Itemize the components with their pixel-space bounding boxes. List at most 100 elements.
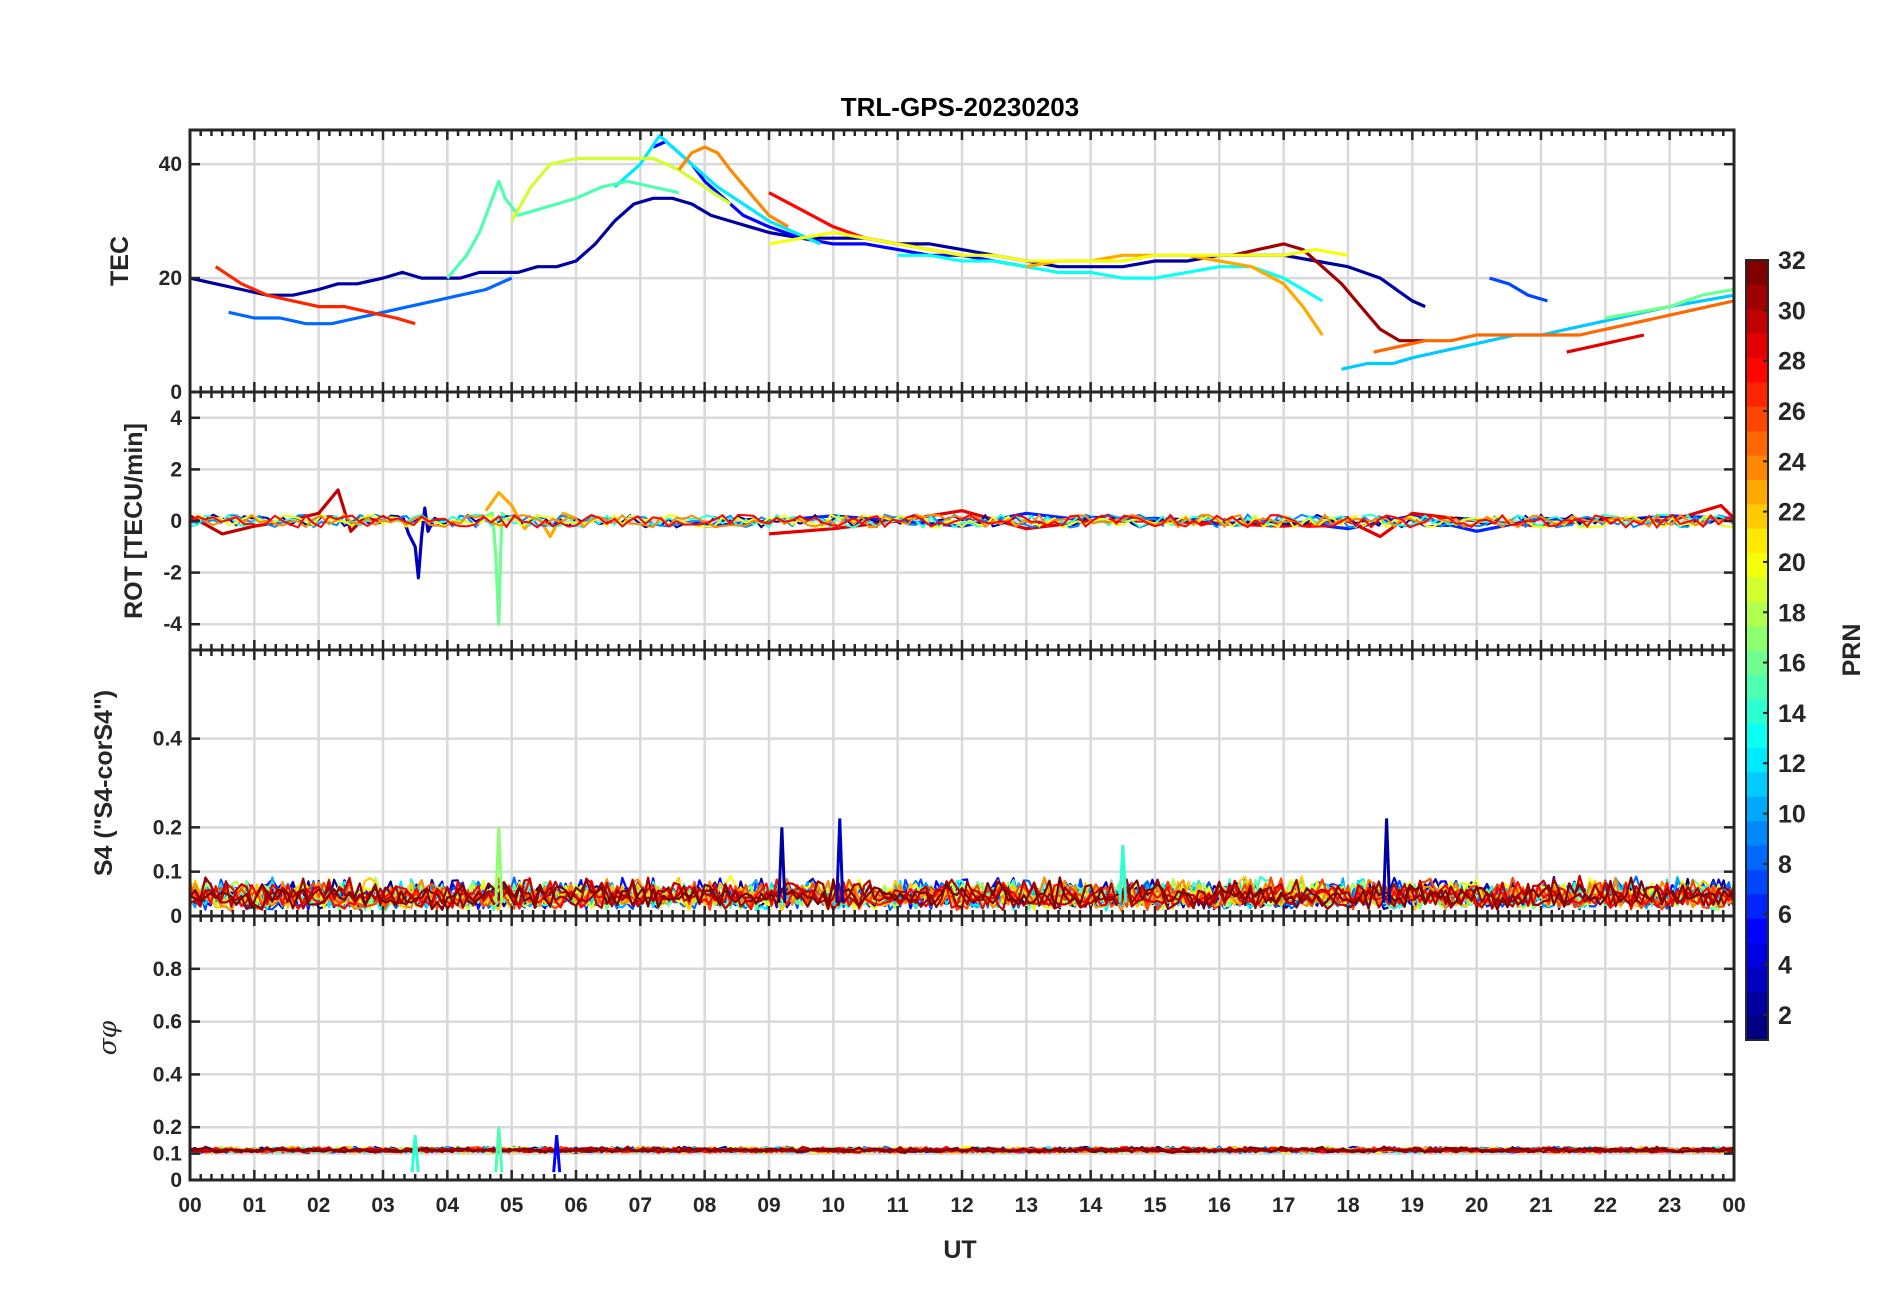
x-tick-label: 03 bbox=[371, 1194, 394, 1217]
peak-prn-2 bbox=[1382, 818, 1392, 903]
colorbar-swatch-prn-30 bbox=[1746, 308, 1768, 334]
y-tick-label: 0 bbox=[170, 905, 182, 928]
colorbar-swatch-prn-2 bbox=[1746, 991, 1768, 1017]
series-prn-15 bbox=[446, 179, 680, 280]
y-axis-label: TEC bbox=[106, 236, 134, 286]
y-tick-label: 0.4 bbox=[153, 1063, 183, 1086]
colorbar-swatch-prn-22 bbox=[1746, 503, 1768, 529]
colorbar-tick-label: 14 bbox=[1778, 700, 1806, 728]
series-prn-31 bbox=[1231, 242, 1426, 343]
x-tick-label: 09 bbox=[757, 1194, 780, 1217]
panel-2: -4 -2 0 2 4 ROT [TECU/min] bbox=[120, 390, 1736, 652]
colorbar-swatch-prn-12 bbox=[1746, 747, 1768, 773]
y-tick-label: 0 bbox=[170, 510, 182, 533]
series-prn-27 bbox=[214, 265, 416, 326]
colorbar-tick-label: 26 bbox=[1778, 398, 1806, 426]
x-tick-label: 04 bbox=[436, 1194, 460, 1217]
colorbar-tick-label: 4 bbox=[1778, 952, 1792, 980]
x-tick-label: 23 bbox=[1658, 1194, 1681, 1217]
colorbar-swatch-prn-21 bbox=[1746, 528, 1768, 554]
series-prn-8 bbox=[228, 276, 513, 326]
x-tick-label: 08 bbox=[693, 1194, 717, 1217]
colorbar-swatch-prn-18 bbox=[1746, 601, 1768, 627]
panel-1: 0 20 40 TEC bbox=[106, 128, 1736, 404]
y-tick-label: 0.6 bbox=[153, 1011, 182, 1034]
colorbar-tick-label: 10 bbox=[1778, 801, 1806, 829]
y-tick-label: 0.2 bbox=[153, 816, 182, 839]
series-prn-16 bbox=[1605, 287, 1734, 320]
x-tick-label: 06 bbox=[564, 1194, 587, 1217]
colorbar-swatch-prn-13 bbox=[1746, 723, 1768, 749]
panel-3: 0 0.1 0.2 0.4 S4 ("S4-corS4") bbox=[90, 648, 1736, 928]
colorbar-swatch-prn-10 bbox=[1746, 796, 1768, 822]
series-prn-24 bbox=[677, 145, 790, 229]
x-tick-label: 20 bbox=[1465, 1194, 1488, 1217]
x-tick-label: 15 bbox=[1143, 1194, 1167, 1217]
peak-prn-3 bbox=[835, 818, 845, 903]
colorbar-swatch-prn-25 bbox=[1746, 430, 1768, 456]
x-tick-label: 00 bbox=[1722, 1194, 1745, 1217]
y-tick-label: 2 bbox=[170, 458, 182, 481]
noise-series-prn-32 bbox=[190, 876, 1734, 911]
noise-series-prn-18 bbox=[190, 876, 1734, 912]
colorbar-swatch-prn-20 bbox=[1746, 552, 1768, 578]
colorbar-tick-label: 18 bbox=[1778, 599, 1806, 627]
y-tick-label: 0.1 bbox=[153, 861, 183, 884]
y-tick-label: 0.4 bbox=[153, 728, 183, 751]
x-tick-label: 17 bbox=[1272, 1194, 1295, 1217]
series-prn-29 bbox=[1566, 333, 1645, 354]
series-prn-12 bbox=[613, 134, 822, 246]
colorbar-label: PRN bbox=[1838, 624, 1866, 677]
x-tick-label: 21 bbox=[1529, 1194, 1553, 1217]
data-layer bbox=[190, 134, 1734, 371]
colorbar-swatch-prn-3 bbox=[1746, 966, 1768, 992]
noise-series-prn-32 bbox=[190, 1145, 1734, 1154]
peak-prn-2 bbox=[777, 827, 787, 903]
y-axis-label: S4 ("S4-corS4") bbox=[90, 690, 118, 876]
x-axis: 00 01 02 03 04 05 06 07 08 09 10 11 12 13 14 15 16 17 18 19… bbox=[178, 1194, 1745, 1217]
y-tick-label: 20 bbox=[159, 267, 182, 290]
x-ticks bbox=[188, 130, 1736, 394]
peak-prn-14 bbox=[1118, 844, 1128, 903]
x-tick-label: 02 bbox=[307, 1194, 330, 1217]
peak-prn-15 bbox=[494, 1127, 504, 1173]
colorbar-swatch-prn-9 bbox=[1746, 820, 1768, 846]
x-tick-label: 10 bbox=[822, 1194, 845, 1217]
colorbar-tick-label: 22 bbox=[1778, 499, 1806, 527]
colorbar-tick-label: 12 bbox=[1778, 750, 1806, 778]
colorbar-swatch-prn-26 bbox=[1746, 406, 1768, 432]
colorbar-swatch-prn-16 bbox=[1746, 650, 1768, 675]
peak-prn-17 bbox=[494, 827, 504, 903]
colorbar-swatch-prn-29 bbox=[1746, 333, 1768, 359]
x-tick-label: 13 bbox=[1015, 1194, 1038, 1217]
colorbar-tick-label: 16 bbox=[1778, 650, 1806, 678]
series-prn-3 bbox=[400, 506, 442, 580]
x-tick-label: 11 bbox=[887, 1194, 910, 1217]
x-tick-label: 18 bbox=[1336, 1194, 1360, 1217]
series-prn-2 bbox=[190, 196, 1426, 309]
x-tick-label: 07 bbox=[629, 1194, 652, 1217]
colorbar-tick-label: 2 bbox=[1778, 1002, 1792, 1030]
peak-prn-5 bbox=[552, 1134, 562, 1173]
colorbar-swatch-prn-15 bbox=[1746, 674, 1768, 700]
x-tick-label: 00 bbox=[178, 1194, 201, 1217]
y-axis-label: σφ bbox=[93, 1020, 122, 1055]
colorbar-swatch-prn-4 bbox=[1746, 942, 1768, 968]
x-tick-label: 12 bbox=[950, 1194, 973, 1217]
y-axis-label: ROT [TECU/min] bbox=[120, 423, 148, 619]
y-tick-label: -4 bbox=[163, 613, 182, 636]
colorbar-swatch-prn-7 bbox=[1746, 869, 1768, 895]
x-tick-label: 19 bbox=[1401, 1194, 1424, 1217]
colorbar-tick-label: 28 bbox=[1778, 348, 1806, 376]
colorbar-swatch-prn-27 bbox=[1746, 381, 1768, 407]
colorbar-tick-label: 24 bbox=[1778, 448, 1806, 476]
y-tick-label: 0 bbox=[170, 1169, 182, 1192]
colorbar-frame bbox=[1745, 259, 1769, 1041]
colorbar-tick-label: 20 bbox=[1778, 549, 1806, 577]
y-tick-label: 40 bbox=[159, 153, 182, 176]
colorbar-swatch-prn-1 bbox=[1746, 1015, 1768, 1041]
colorbar-swatch-prn-5 bbox=[1746, 918, 1768, 944]
colorbar-swatch-prn-17 bbox=[1746, 625, 1768, 651]
